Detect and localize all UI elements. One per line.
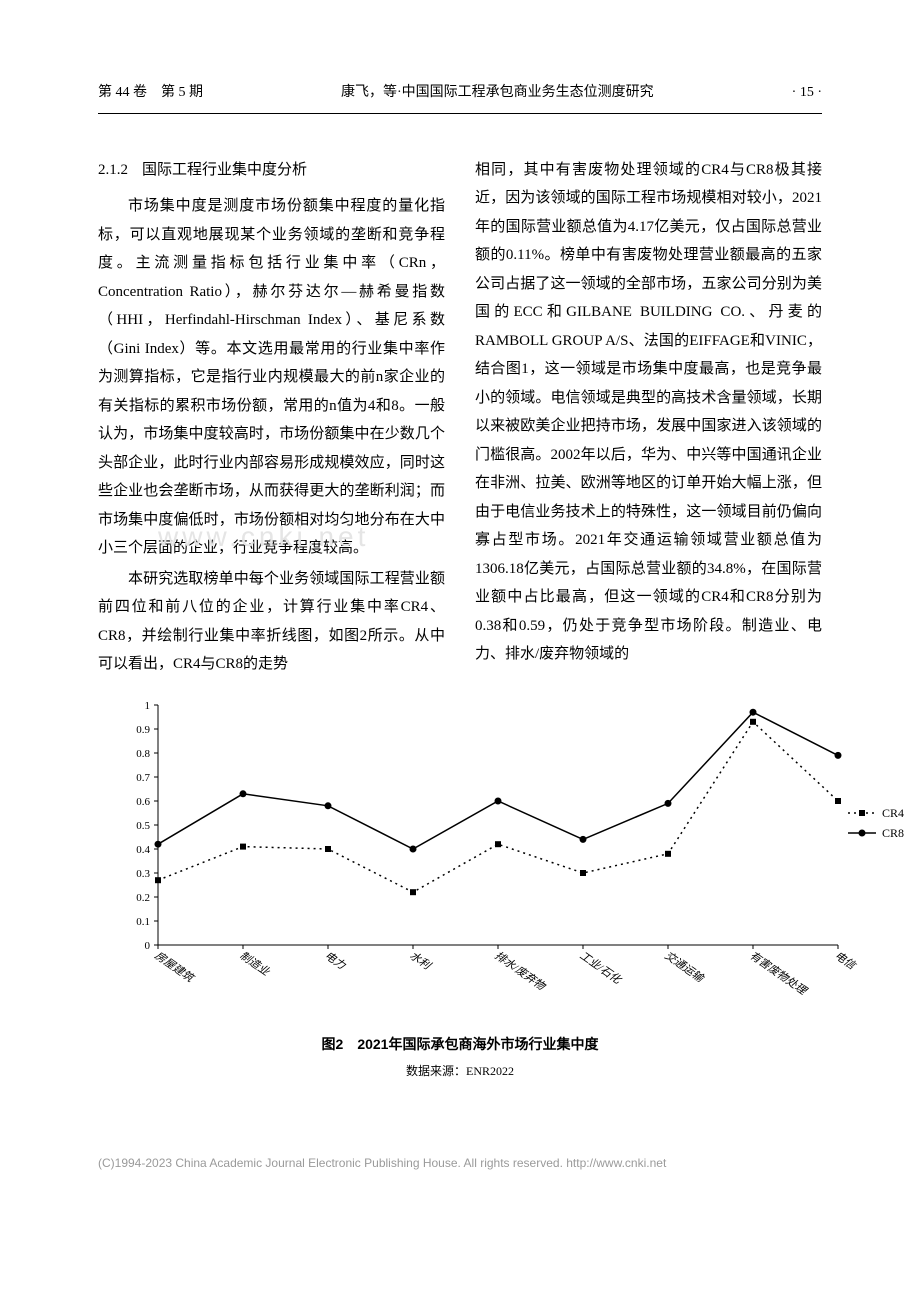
body-paragraph: 市场集中度是测度市场份额集中程度的量化指标，可以直观地展现某个业务领域的垄断和竞… <box>98 192 445 563</box>
svg-text:0: 0 <box>145 940 151 952</box>
right-column: 相同，其中有害废物处理领域的CR4与CR8极其接近，因为该领域的国际工程市场规模… <box>475 156 822 681</box>
x-category-label: 制造业 <box>237 948 272 978</box>
x-category-label: 工业/石化 <box>577 948 625 987</box>
series-line-CR4 <box>158 721 838 891</box>
two-column-body: 2.1.2 国际工程行业集中度分析 市场集中度是测度市场份额集中程度的量化指标，可… <box>98 156 822 681</box>
figure-caption: 图2 2021年国际承包商海外市场行业集中度 <box>98 1031 822 1058</box>
left-column: 2.1.2 国际工程行业集中度分析 市场集中度是测度市场份额集中程度的量化指标，可… <box>98 156 445 681</box>
figure-2-chart: 0 0.1 0.2 0.3 0.4 0.5 0.6 0.7 0.8 0.9 1 房屋建筑 制造业 电力 水利… <box>98 695 822 1083</box>
svg-text:0.5: 0.5 <box>136 820 150 832</box>
x-category-label: 电信 <box>832 948 859 972</box>
svg-text:0.2: 0.2 <box>136 892 150 904</box>
figure-source: 数据来源：ENR2022 <box>98 1060 822 1083</box>
page-header: 第 44 卷 第 5 期 康飞，等·中国国际工程承包商业务生态位测度研究 · 1… <box>98 80 822 114</box>
section-heading: 2.1.2 国际工程行业集中度分析 <box>98 156 445 185</box>
series-line-CR8 <box>158 712 838 849</box>
x-category-label: 水利 <box>407 948 434 972</box>
x-category-label: 有害废物处理 <box>747 948 810 998</box>
section-title: 国际工程行业集中度分析 <box>142 162 307 178</box>
svg-text:0.6: 0.6 <box>136 796 150 808</box>
x-category-label: 电力 <box>322 948 348 972</box>
svg-text:0.9: 0.9 <box>136 724 150 736</box>
x-category-label: 交通运输 <box>662 948 707 985</box>
header-volume-issue: 第 44 卷 第 5 期 <box>98 80 203 107</box>
svg-text:1: 1 <box>145 700 151 712</box>
svg-text:0.8: 0.8 <box>136 748 150 760</box>
legend-label-CR8: CR8 <box>882 826 904 840</box>
header-page-number: · 15 · <box>792 80 822 107</box>
body-paragraph: 本研究选取榜单中每个业务领域国际工程营业额前四位和前八位的企业，计算行业集中率C… <box>98 565 445 679</box>
x-category-label: 房屋建筑 <box>152 948 197 985</box>
legend-label-CR4: CR4 <box>882 806 904 820</box>
section-number: 2.1.2 <box>98 162 128 178</box>
svg-text:0.3: 0.3 <box>136 868 150 880</box>
body-paragraph: 相同，其中有害废物处理领域的CR4与CR8极其接近，因为该领域的国际工程市场规模… <box>475 156 822 669</box>
chart-svg: 0 0.1 0.2 0.3 0.4 0.5 0.6 0.7 0.8 0.9 1 房屋建筑 制造业 电力 水利… <box>98 695 918 1015</box>
svg-text:0.7: 0.7 <box>136 772 150 784</box>
svg-text:0.4: 0.4 <box>136 844 150 856</box>
page-footer-copyright: (C)1994-2023 China Academic Journal Elec… <box>98 1152 822 1175</box>
svg-text:0.1: 0.1 <box>136 916 150 928</box>
x-category-label: 排水/废弃物 <box>492 948 549 993</box>
header-article-title: 康飞，等·中国国际工程承包商业务生态位测度研究 <box>203 80 792 107</box>
